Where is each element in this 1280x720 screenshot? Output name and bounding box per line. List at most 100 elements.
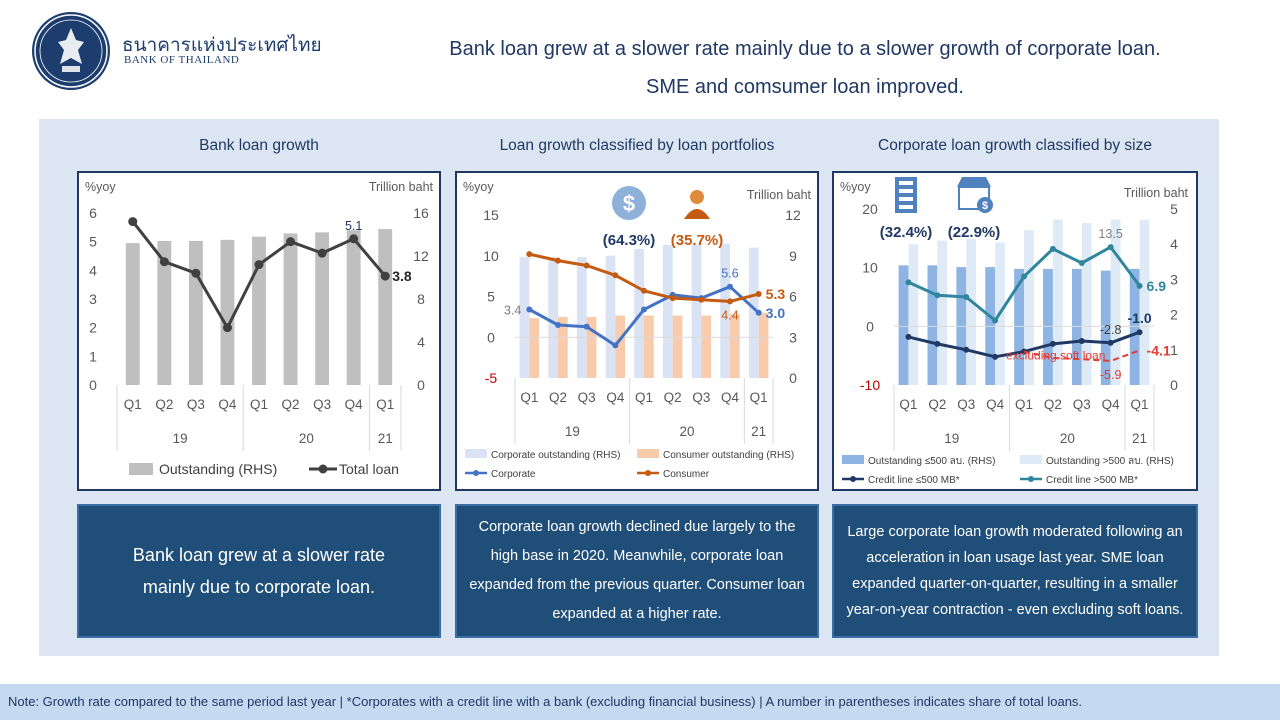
data-point: [698, 296, 705, 303]
data-label: 5.3: [766, 286, 786, 302]
year-group-label: 19: [944, 431, 959, 446]
x-tick-label: Q2: [928, 397, 946, 412]
headline-line-1: Bank loan grew at a slower rate mainly d…: [449, 38, 1161, 60]
data-label: 4.4: [721, 308, 738, 322]
bar-corporate: [519, 257, 530, 378]
data-point: [1107, 339, 1114, 346]
y-axis-left-label: %yoy: [85, 180, 116, 194]
x-tick-label: Q2: [1044, 397, 1062, 412]
x-tick-label: Q1: [899, 397, 917, 412]
year-group-label: 19: [173, 431, 188, 446]
data-point: [317, 248, 327, 258]
annotation-soft-loan: excluding soft loan: [1006, 348, 1105, 362]
money-icon: $: [612, 186, 646, 220]
data-point: [526, 251, 533, 258]
x-tick-label: Q3: [187, 397, 205, 412]
data-point: [963, 346, 970, 353]
y-tick-left: 0: [89, 377, 97, 393]
data-label: -2.8: [1100, 323, 1122, 337]
bar-corporate: [691, 244, 702, 378]
bar-outstanding: [252, 236, 266, 385]
x-tick-label: Q2: [155, 397, 173, 412]
legend-label: Credit line ≤500 MB*: [868, 475, 960, 486]
bar-corporate: [576, 257, 587, 378]
y-tick-left: 6: [89, 205, 97, 221]
icon-window: [899, 181, 913, 185]
x-tick-label: Q2: [282, 397, 300, 412]
bar-outstanding: [937, 240, 948, 385]
icon-window: [899, 205, 913, 209]
bar-outstanding: [898, 265, 909, 385]
y-tick-right: 16: [413, 205, 429, 221]
legend-swatch: [637, 449, 659, 458]
data-point: [526, 306, 533, 313]
bar-consumer: [529, 318, 540, 378]
x-tick-label: Q4: [218, 397, 237, 412]
x-tick-label: Q4: [721, 390, 740, 405]
y-tick-left: 15: [483, 207, 499, 223]
year-group-label: 19: [565, 424, 580, 439]
y-tick-left: -5: [485, 370, 498, 386]
data-label: 3.0: [766, 305, 786, 321]
bar-corporate: [605, 255, 616, 378]
icon-shape: [690, 190, 704, 204]
year-group-label: 20: [1060, 431, 1075, 446]
note-text: Bank loan grew at a slower rate mainly d…: [132, 545, 386, 597]
data-point: [612, 342, 619, 349]
data-point: [612, 272, 619, 279]
bar-consumer: [615, 315, 626, 378]
org-name-english: BANK OF THAILAND: [124, 54, 240, 66]
year-group-label: 21: [378, 431, 393, 446]
legend-swatch: [129, 463, 153, 475]
bar-outstanding: [1052, 219, 1063, 385]
share-label: (35.7%): [671, 232, 724, 249]
data-point: [669, 295, 676, 302]
bar-outstanding: [1129, 268, 1140, 385]
data-point: [1078, 259, 1085, 266]
y-axis-right-label: Trillion baht: [747, 188, 812, 202]
icon-shape: [612, 186, 646, 220]
legend-swatch: [1020, 455, 1042, 464]
data-point: [992, 353, 999, 360]
legend-label: Corporate: [491, 469, 536, 480]
data-point: [1049, 245, 1056, 252]
year-group-label: 21: [1132, 431, 1147, 446]
headline-line-2: SME and comsumer loan improved.: [646, 76, 964, 98]
bar-outstanding: [125, 243, 140, 385]
bar-outstanding: [157, 240, 172, 385]
x-tick-label: Q3: [578, 390, 596, 405]
data-point: [159, 257, 169, 267]
data-point: [254, 260, 264, 270]
legend-label: Credit line >500 MB*: [1046, 475, 1138, 486]
bar-outstanding: [346, 230, 361, 385]
legend-marker: [318, 464, 328, 474]
bar-outstanding: [315, 232, 330, 385]
bar-corporate: [748, 247, 759, 378]
legend-swatch: [465, 449, 487, 458]
data-point: [934, 292, 941, 299]
data-point: [1021, 273, 1027, 280]
legend-label: Outstanding (RHS): [159, 461, 277, 477]
data-point: [727, 298, 733, 305]
y-tick-right: 12: [413, 248, 429, 264]
bar-consumer: [672, 315, 683, 378]
share-label: (32.4%): [880, 224, 933, 241]
data-label: -4.1: [1147, 342, 1171, 358]
x-tick-label: Q1: [1015, 397, 1033, 412]
data-point: [1021, 348, 1027, 355]
bar-outstanding: [188, 240, 203, 385]
y-tick-right: 3: [789, 329, 797, 345]
x-tick-label: Q2: [664, 390, 682, 405]
y-tick-right: 4: [1170, 236, 1178, 252]
data-point: [755, 309, 762, 316]
data-point: [905, 333, 912, 340]
icon-shape: [977, 197, 993, 213]
bar-outstanding: [220, 239, 235, 385]
bar-outstanding: [1081, 223, 1092, 385]
chart-svg-corporate-size: %yoy Trillion baht -10 0 10 20 0 1 2 3 4 5 13.5 6.9 -2…: [840, 177, 1189, 486]
data-point: [1049, 340, 1056, 347]
bar-outstanding: [1024, 230, 1034, 385]
data-point: [286, 237, 296, 247]
shop-icon: $: [957, 177, 993, 213]
bar-consumer: [758, 312, 769, 378]
